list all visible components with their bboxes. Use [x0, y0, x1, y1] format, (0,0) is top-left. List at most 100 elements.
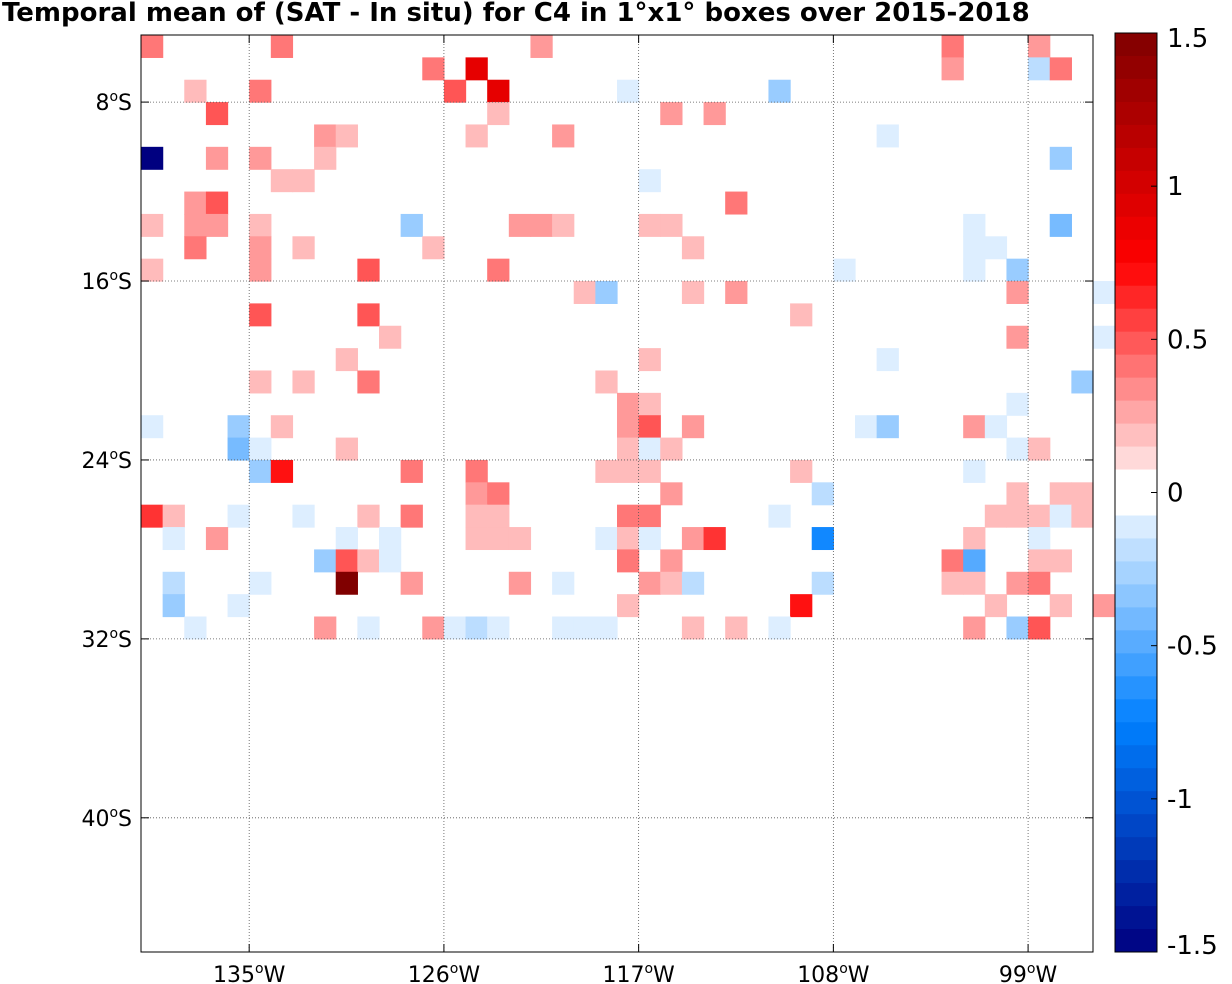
heatmap-cell [811, 527, 834, 551]
plot-frame [140, 34, 1094, 953]
heatmap-cell [617, 437, 640, 461]
heatmap-cell [617, 527, 640, 551]
heatmap-cell [552, 616, 575, 640]
colorbar-segment [1115, 377, 1157, 402]
heatmap-cell [292, 236, 315, 260]
heatmap-cell [184, 236, 207, 260]
heatmap-cell [617, 549, 640, 573]
heatmap-cell [357, 303, 380, 327]
heatmap-cell [790, 303, 813, 327]
heatmap-cell [357, 616, 380, 640]
heatmap-cell [941, 549, 964, 573]
heatmap-cell [1006, 571, 1029, 595]
heatmap-cell [1071, 504, 1094, 528]
heatmap-cell [573, 616, 596, 640]
heatmap-cell [984, 236, 1008, 260]
heatmap-cell [335, 571, 358, 595]
heatmap-cell [357, 504, 380, 528]
heatmap-cell [984, 504, 1008, 528]
heatmap-cell [162, 594, 185, 618]
colorbar-segment [1115, 814, 1157, 838]
heatmap-cell [617, 459, 640, 483]
heatmap-cell [249, 79, 272, 103]
heatmap-cell [617, 392, 640, 416]
heatmap-cell [205, 191, 229, 215]
colorbar-segment [1115, 653, 1157, 677]
heatmap-cell [1049, 504, 1072, 528]
colorbar-segment [1115, 837, 1157, 861]
heatmap-cell [443, 616, 467, 640]
heatmap-cell [270, 35, 294, 58]
heatmap-cell [379, 325, 402, 349]
y-tick-label: 32oS [81, 626, 132, 653]
colorbar-segment [1115, 170, 1157, 195]
heatmap-cell [660, 482, 683, 506]
heatmap-cell [530, 213, 553, 237]
heatmap-cell [1006, 616, 1029, 640]
heatmap-cell [1049, 482, 1072, 506]
heatmap-cell [876, 415, 899, 439]
heatmap-cell [1028, 616, 1051, 640]
heatmap-cell [314, 146, 337, 170]
heatmap-cell [205, 213, 229, 237]
heatmap-cell [400, 504, 423, 528]
heatmap-cell [1006, 325, 1029, 349]
heatmap-cell [638, 527, 661, 551]
heatmap-cell [1071, 482, 1094, 506]
colorbar-segment [1115, 492, 1157, 516]
y-tick-label: 24oS [81, 447, 132, 474]
colorbar-segment [1115, 607, 1157, 631]
heatmap-cell [638, 415, 661, 439]
heatmap-cell [1093, 325, 1116, 349]
heatmap-cell [552, 213, 575, 237]
heatmap-cell [638, 169, 661, 193]
x-tick-label: 108oW [797, 961, 870, 984]
heatmap-cell [249, 258, 272, 282]
heatmap-cell [1093, 281, 1116, 304]
heatmap-cell [963, 415, 986, 439]
heatmap-cell [617, 504, 640, 528]
colorbar-tick-label: 0.5 [1167, 325, 1208, 355]
colorbar-segment [1115, 860, 1157, 884]
heatmap-cell [595, 527, 618, 551]
heatmap-cell [335, 549, 358, 573]
colorbar-segment [1115, 699, 1157, 723]
heatmap-cell [249, 213, 272, 237]
heatmap-cell [249, 571, 272, 595]
colorbar-tick-label: 0 [1167, 479, 1184, 509]
heatmap-cell [617, 79, 640, 103]
heatmap-cell [1006, 437, 1029, 461]
axis-ticks: 135oW 126oW 117oW 108oW 99oW 8oS 16oS 24oS 32oS 4… [81, 35, 1093, 984]
heatmap-cell [660, 102, 683, 126]
colorbar-segment [1115, 423, 1157, 448]
heatmap-cell [465, 616, 488, 640]
colorbar-segment [1115, 630, 1157, 654]
heatmap-cell [249, 146, 272, 170]
heatmap-cell [660, 213, 683, 237]
heatmap-cell [249, 370, 272, 394]
heatmap-cell [270, 459, 294, 483]
heatmap-cell [141, 415, 164, 439]
heatmap-cell [963, 616, 986, 640]
colorbar-segment [1115, 124, 1157, 149]
heatmap-cell [465, 504, 488, 528]
heatmap-cell [314, 616, 337, 640]
heatmap-cell [270, 415, 294, 439]
colorbar-segment [1115, 193, 1157, 218]
heatmap-cell [703, 102, 726, 126]
heatmap-cell [335, 437, 358, 461]
colorbar-tick-label: -0.5 [1167, 632, 1218, 662]
colorbar-tick-label: -1.5 [1167, 931, 1218, 961]
heatmap-cell [790, 459, 813, 483]
heatmap-cell [141, 35, 164, 58]
colorbar-segment [1115, 676, 1157, 700]
heatmap-cell [1028, 527, 1051, 551]
heatmap-cell [703, 527, 726, 551]
y-tick-label: 40oS [81, 805, 132, 832]
heatmap-cell [249, 437, 272, 461]
heatmap-cell [270, 169, 294, 193]
colorbar-tick-label: 1.5 [1167, 24, 1208, 54]
heatmap-cell [1049, 594, 1072, 618]
colorbar-segment [1115, 78, 1157, 103]
